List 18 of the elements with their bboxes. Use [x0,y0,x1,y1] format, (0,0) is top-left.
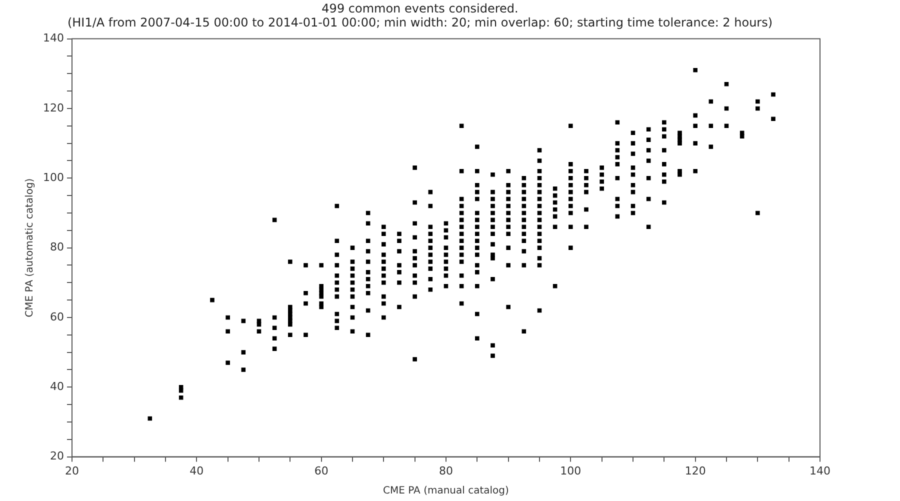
chart-subtitle: (HI1/A from 2007-04-15 00:00 to 2014-01-01 00:00; min width: 20; min overlap: 60; starting time tolerance: 2 hours) [67,16,773,30]
y-tick-label: 120 [42,101,64,114]
y-tick-label: 140 [42,32,64,45]
chart-title: 499 common events considered. [322,1,518,16]
y-tick-label: 80 [50,240,64,254]
x-tick-label: 100 [560,464,582,478]
x-tick-label: 20 [64,464,79,478]
x-tick-label: 80 [439,464,453,478]
x-tick-label: 140 [810,464,830,478]
x-tick-label: 60 [314,464,328,478]
y-tick-label: 40 [50,380,64,393]
x-tick-label: 40 [190,464,204,478]
y-tick-label: 60 [50,310,64,324]
x-axis-title: CME PA (manual catalog) [383,486,510,497]
y-axis-title: CME PA (automatic catalog) [24,178,36,318]
y-tick-label: 20 [50,450,64,463]
x-tick-label: 120 [684,464,706,478]
y-tick-label: 100 [42,170,64,184]
